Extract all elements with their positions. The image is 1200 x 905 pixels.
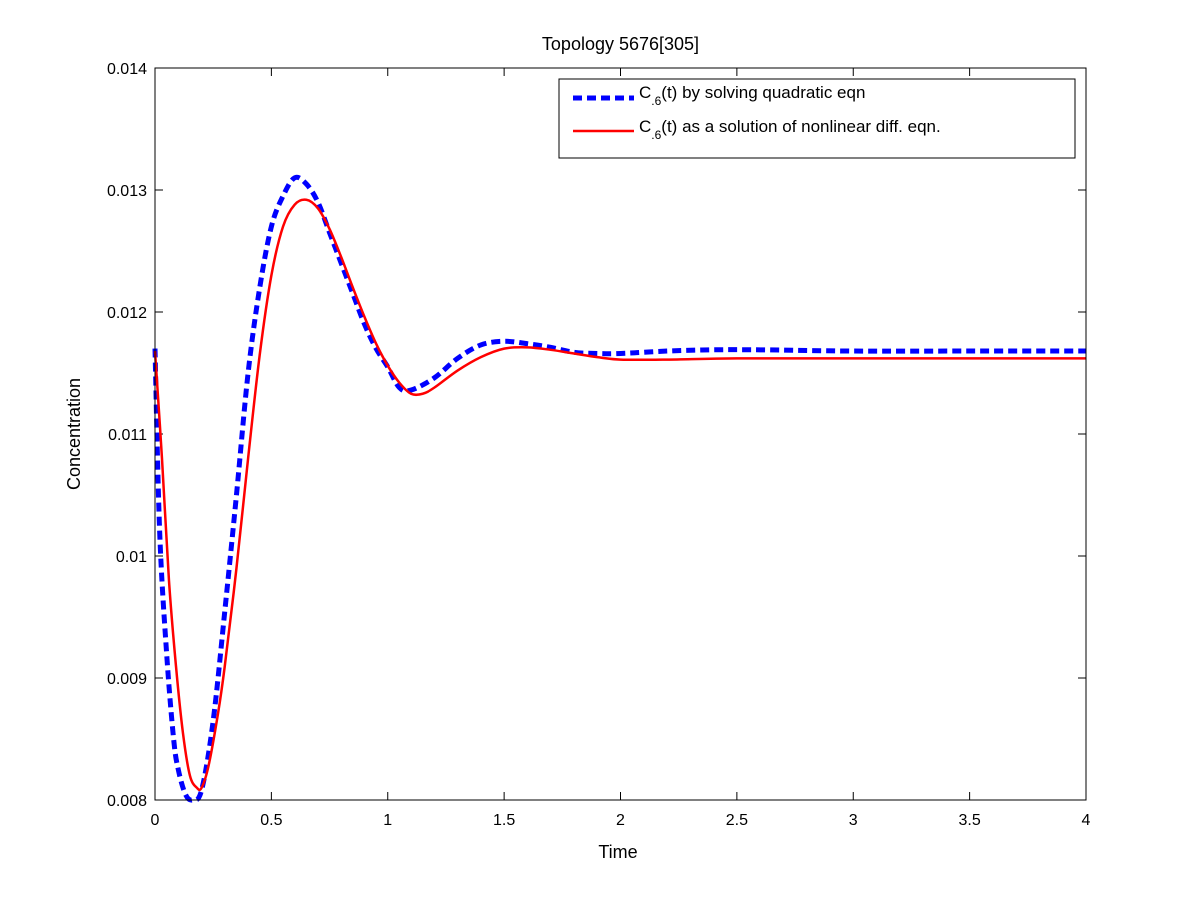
y-tick-label: 0.01 bbox=[116, 549, 147, 566]
y-axis-label: Concentration bbox=[64, 378, 84, 490]
legend: C.6(t) by solving quadratic eqn C.6(t) a… bbox=[558, 78, 1076, 159]
legend-label-quadratic: C.6(t) by solving quadratic eqn bbox=[639, 83, 865, 108]
legend-label-quadratic-rest: (t) by solving quadratic eqn bbox=[661, 83, 865, 102]
plot-frame bbox=[154, 67, 1087, 801]
x-tick-label: 0 bbox=[151, 812, 160, 829]
y-tick-label: 0.009 bbox=[107, 671, 147, 688]
series-layer bbox=[152, 174, 1086, 803]
legend-box bbox=[558, 78, 1076, 159]
series-nonlinear-line bbox=[153, 198, 1086, 792]
y-tick-label: 0.014 bbox=[107, 61, 147, 78]
legend-label-nonlinear: C.6(t) as a solution of nonlinear diff. … bbox=[639, 117, 941, 142]
legend-label-nonlinear-main: C bbox=[639, 117, 651, 136]
legend-label-quadratic-main: C bbox=[639, 83, 651, 102]
x-tick-label: 3 bbox=[849, 812, 858, 829]
legend-label-nonlinear-rest: (t) as a solution of nonlinear diff. eqn… bbox=[661, 117, 940, 136]
legend-label-nonlinear-sub: .6 bbox=[651, 128, 661, 142]
plot-area bbox=[155, 68, 1086, 800]
x-tick-label: 1.5 bbox=[493, 812, 515, 829]
series-quadratic-line bbox=[152, 174, 1086, 803]
x-axis-label: Time bbox=[598, 842, 637, 862]
x-tick-label: 0.5 bbox=[260, 812, 282, 829]
x-tick-label: 2.5 bbox=[726, 812, 748, 829]
x-tick-label: 4 bbox=[1082, 812, 1091, 829]
x-tick-label: 3.5 bbox=[959, 812, 981, 829]
ticks-layer: 0 0.5 1 1.5 2 2.5 3 3.5 4 0.008 0.009 0.01 0.011 0.01… bbox=[107, 61, 1091, 829]
chart-title: Topology 5676[305] bbox=[542, 34, 699, 54]
y-tick-label: 0.011 bbox=[108, 427, 147, 444]
x-tick-label: 1 bbox=[383, 812, 392, 829]
y-tick-label: 0.013 bbox=[107, 183, 147, 200]
y-tick-label: 0.012 bbox=[107, 305, 147, 322]
x-tick-label: 2 bbox=[616, 812, 625, 829]
legend-label-quadratic-sub: .6 bbox=[651, 94, 661, 108]
y-tick-label: 0.008 bbox=[107, 793, 147, 810]
